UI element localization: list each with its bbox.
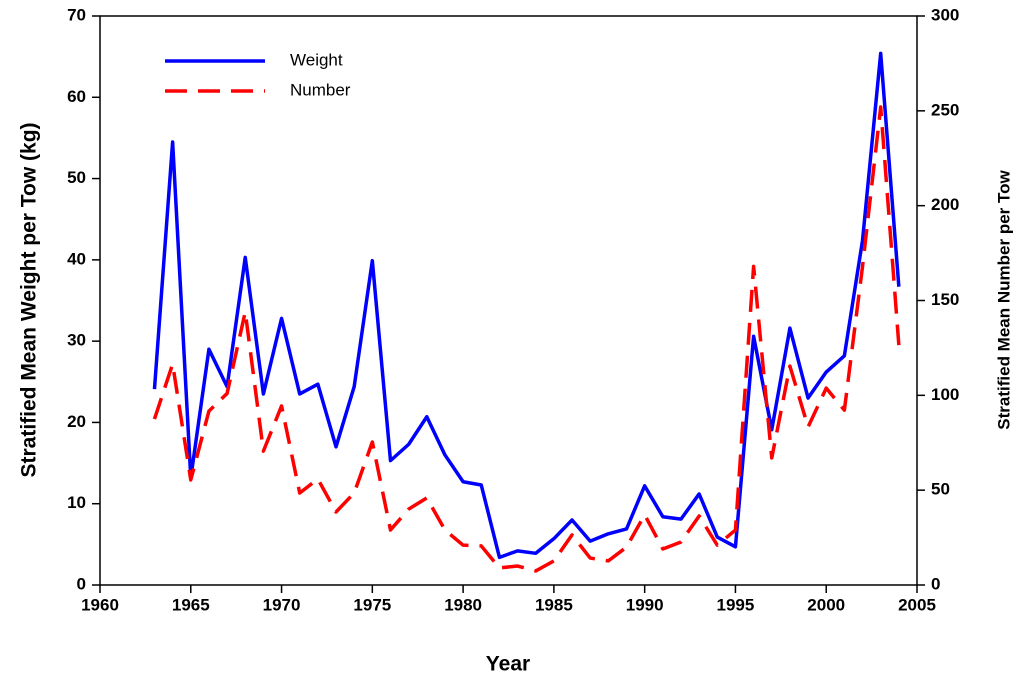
line-series: [152, 51, 901, 560]
x-tick-label: 1980: [444, 595, 482, 614]
y2-axis-title: Stratified Mean Number per Tow: [994, 170, 1013, 430]
x-axis-title: Year: [486, 653, 530, 676]
y-tick-label: 20: [67, 412, 86, 431]
x-tick-label: 1970: [263, 595, 301, 614]
x-tick-label: 1960: [81, 595, 119, 614]
y-tick-label: 0: [77, 574, 86, 593]
line-series: [152, 105, 901, 573]
x-tick-label: 1995: [717, 595, 755, 614]
y-tick-label: 60: [67, 87, 86, 106]
x-tick-label: 2005: [898, 595, 936, 614]
x-tick-label: 1975: [353, 595, 391, 614]
y2-tick-label: 150: [931, 290, 959, 309]
y2-tick-label: 300: [931, 5, 959, 24]
legend-label: Number: [290, 80, 351, 99]
y2-tick-label: 0: [931, 574, 940, 593]
y-tick-label: 50: [67, 168, 86, 187]
y2-tick-label: 200: [931, 195, 959, 214]
y2-tick-label: 100: [931, 385, 959, 404]
plot-frame: [99, 15, 918, 586]
y-tick-label: 30: [67, 331, 86, 350]
x-tick-label: 1965: [172, 595, 210, 614]
x-tick-label: 1990: [626, 595, 664, 614]
y2-tick-label: 250: [931, 100, 959, 119]
legend-label: Weight: [290, 50, 343, 69]
x-tick-label: 2000: [807, 595, 845, 614]
x-tick-label: 1985: [535, 595, 573, 614]
y-tick-label: 70: [67, 5, 86, 24]
y-axis-title: Stratified Mean Weight per Tow (kg): [18, 122, 41, 477]
y-tick-label: 10: [67, 493, 86, 512]
y2-tick-label: 50: [931, 480, 950, 499]
y-tick-label: 40: [67, 249, 86, 268]
